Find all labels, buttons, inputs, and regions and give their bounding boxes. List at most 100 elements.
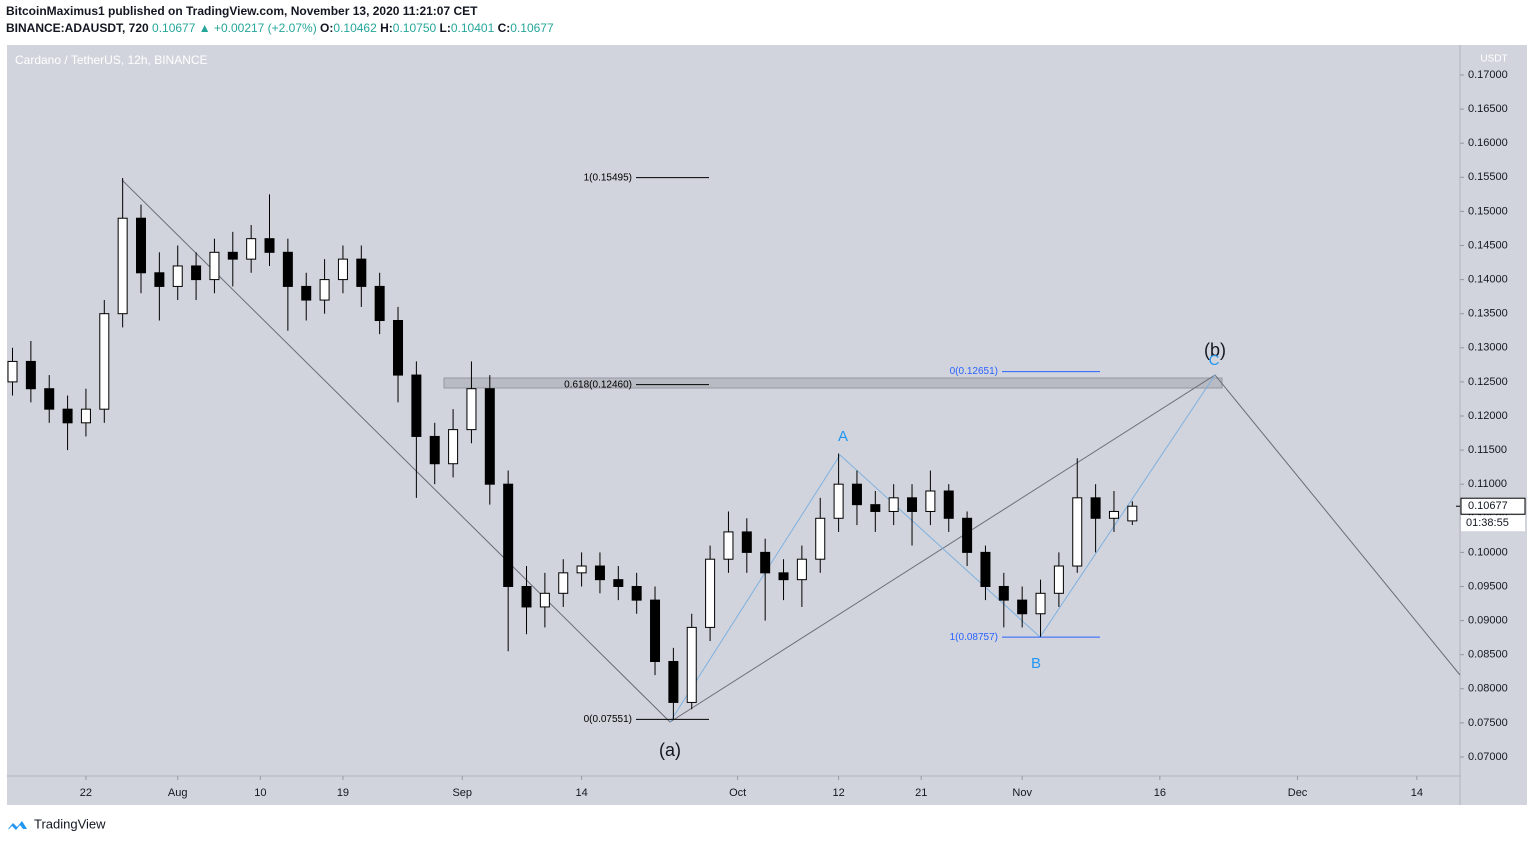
ohlc-label: L:: [440, 21, 451, 35]
candle-body: [613, 579, 624, 587]
candle-body: [301, 285, 312, 301]
candle-body: [851, 483, 862, 506]
y-tick-label: 0.15000: [1468, 205, 1508, 217]
ohlc-label: H:: [380, 21, 393, 35]
candle-body: [429, 435, 440, 465]
candle-body: [631, 585, 642, 601]
candle-body: [815, 517, 826, 560]
candle-body: [778, 572, 789, 581]
x-tick-label: Oct: [729, 787, 746, 799]
symbol-line: BINANCE:ADAUSDT, 720 0.10677 ▲ +0.00217 …: [6, 21, 554, 35]
ohlc-value: 0.10462: [333, 21, 377, 35]
candle-body: [62, 408, 73, 424]
y-tick-label: 0.08500: [1468, 649, 1508, 661]
candle-body: [1072, 497, 1083, 567]
candle-body: [576, 565, 587, 574]
published-line: BitcoinMaximus1 published on TradingView…: [6, 4, 478, 18]
y-tick-label: 0.11500: [1468, 444, 1507, 456]
ohlc-label: O:: [320, 21, 333, 35]
candle-body: [943, 490, 954, 519]
x-tick-label: Dec: [1288, 787, 1308, 799]
candle-body: [760, 551, 771, 574]
x-tick-label: Sep: [452, 787, 472, 799]
y-tick-label: 0.16500: [1468, 103, 1508, 115]
brand: TradingView: [34, 816, 106, 831]
candle-body: [870, 504, 881, 512]
y-tick-label: 0.07000: [1468, 751, 1508, 763]
candle-body: [191, 265, 202, 281]
x-tick-label: 12: [832, 787, 844, 799]
candle-body: [337, 258, 348, 281]
y-tick-label: 0.16000: [1468, 137, 1508, 149]
ohlc-value: 0.10401: [451, 21, 495, 35]
candle-body: [374, 285, 385, 322]
candle-body: [356, 258, 367, 287]
ohlc-value: 0.10677: [510, 21, 554, 35]
candle-body: [411, 374, 422, 437]
time-axis: [7, 776, 1460, 805]
axis-unit: USDT: [1480, 54, 1507, 65]
candle-body: [99, 313, 110, 410]
candle-body: [209, 251, 220, 281]
y-tick-label: 0.14000: [1468, 274, 1508, 286]
last-price-box: [1460, 497, 1526, 515]
candle-body: [741, 531, 752, 553]
y-tick-label: 0.15500: [1468, 171, 1508, 183]
candle-body: [172, 265, 183, 287]
candle-body: [117, 217, 128, 315]
y-tick-label: 0.07500: [1468, 717, 1508, 729]
y-tick-label: 0.13500: [1468, 308, 1508, 320]
wave-label: B: [1031, 655, 1041, 672]
candle-body: [998, 585, 1009, 601]
candle-body: [650, 599, 661, 662]
candle-body: [246, 238, 257, 260]
candle-body: [319, 279, 330, 301]
candle-body: [888, 497, 899, 512]
candle-body: [962, 517, 973, 553]
candle-body: [980, 551, 991, 587]
x-tick-label: Aug: [168, 787, 188, 799]
candle-body: [686, 626, 697, 703]
candle-body: [796, 558, 807, 581]
y-tick-label: 0.17000: [1468, 69, 1508, 81]
x-tick-label: 19: [337, 787, 349, 799]
candle-body: [154, 272, 165, 287]
candle-body: [227, 251, 238, 260]
y-tick-label: 0.09000: [1468, 614, 1508, 626]
candle-body: [25, 360, 36, 390]
candle-body: [503, 483, 514, 587]
x-tick-label: Nov: [1012, 787, 1032, 799]
x-tick-label: 10: [254, 787, 266, 799]
candle-body: [723, 531, 734, 560]
candle-body: [594, 565, 605, 581]
candle-body: [925, 490, 936, 512]
candle-body: [907, 497, 918, 512]
candle-body: [1090, 497, 1101, 519]
candle-body: [80, 408, 91, 424]
y-tick-label: 0.12000: [1468, 410, 1508, 422]
x-tick-label: 14: [1411, 787, 1423, 799]
candle-body: [7, 360, 18, 383]
x-tick-label: 14: [575, 787, 587, 799]
candle-body: [282, 251, 293, 287]
ohlc-value: 0.10750: [393, 21, 437, 35]
countdown: 01:38:55: [1466, 517, 1509, 529]
candle-body: [1035, 592, 1046, 615]
x-tick-label: 16: [1154, 787, 1166, 799]
y-tick-label: 0.09500: [1468, 580, 1508, 592]
y-tick-label: 0.11000: [1468, 478, 1507, 490]
candle-body: [466, 388, 477, 431]
candle-body: [484, 388, 495, 485]
y-tick-label: 0.14500: [1468, 239, 1508, 251]
plot-background: [7, 45, 1460, 776]
candle-body: [1127, 505, 1138, 522]
candle-body: [539, 592, 550, 608]
candle-body: [521, 585, 532, 608]
candle-body: [264, 238, 275, 253]
y-tick-label: 0.12500: [1468, 376, 1508, 388]
wave-label: A: [838, 428, 848, 445]
candle-body: [705, 558, 716, 628]
wave-label: (b): [1204, 340, 1226, 360]
y-tick-label: 0.13000: [1468, 342, 1508, 354]
